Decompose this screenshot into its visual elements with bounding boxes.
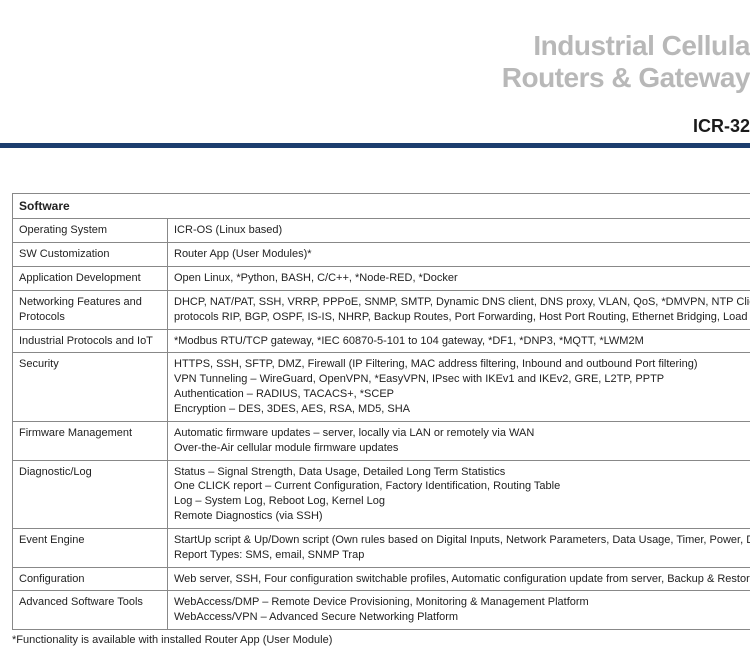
row-value: Open Linux, *Python, BASH, C/C++, *Node-…: [168, 267, 750, 291]
row-value: Status – Signal Strength, Data Usage, De…: [168, 460, 750, 528]
software-table: Software Operating SystemICR-OS (Linux b…: [12, 193, 750, 630]
row-value: Web server, SSH, Four configuration swit…: [168, 567, 750, 591]
row-value: ICR-OS (Linux based): [168, 219, 750, 243]
row-label: Event Engine: [13, 528, 168, 567]
model-code: ICR-32: [0, 94, 750, 143]
row-value: HTTPS, SSH, SFTP, DMZ, Firewall (IP Filt…: [168, 353, 750, 421]
table-row: Application DevelopmentOpen Linux, *Pyth…: [13, 267, 750, 291]
table-row: Industrial Protocols and IoT*Modbus RTU/…: [13, 329, 750, 353]
row-label: Configuration: [13, 567, 168, 591]
row-value: DHCP, NAT/PAT, SSH, VRRP, PPPoE, SNMP, S…: [168, 290, 750, 329]
row-label: SW Customization: [13, 243, 168, 267]
table-row: Advanced Software ToolsWebAccess/DMP – R…: [13, 591, 750, 630]
row-label: Security: [13, 353, 168, 421]
table-row: SecurityHTTPS, SSH, SFTP, DMZ, Firewall …: [13, 353, 750, 421]
row-value: Router App (User Modules)*: [168, 243, 750, 267]
row-label: Application Development: [13, 267, 168, 291]
row-value: WebAccess/DMP – Remote Device Provisioni…: [168, 591, 750, 630]
row-label: Advanced Software Tools: [13, 591, 168, 630]
section-header: Software: [13, 194, 750, 219]
software-table-wrap: Software Operating SystemICR-OS (Linux b…: [0, 193, 750, 630]
header-divider: [0, 143, 750, 148]
row-value: *Modbus RTU/TCP gateway, *IEC 60870-5-10…: [168, 329, 750, 353]
table-section-row: Software: [13, 194, 750, 219]
header-title-line2: Routers & Gateway: [0, 62, 750, 94]
row-label: Operating System: [13, 219, 168, 243]
row-value: StartUp script & Up/Down script (Own rul…: [168, 528, 750, 567]
table-row: Firmware ManagementAutomatic firmware up…: [13, 421, 750, 460]
page-header: Industrial Cellula Routers & Gateway: [0, 0, 750, 94]
table-row: Diagnostic/LogStatus – Signal Strength, …: [13, 460, 750, 528]
table-row: Event EngineStartUp script & Up/Down scr…: [13, 528, 750, 567]
header-title-line1: Industrial Cellula: [0, 30, 750, 62]
table-row: Networking Features andProtocolsDHCP, NA…: [13, 290, 750, 329]
table-row: Operating SystemICR-OS (Linux based): [13, 219, 750, 243]
table-row: ConfigurationWeb server, SSH, Four confi…: [13, 567, 750, 591]
row-label: Industrial Protocols and IoT: [13, 329, 168, 353]
row-label: Firmware Management: [13, 421, 168, 460]
footnote: *Functionality is available with install…: [0, 630, 750, 646]
table-row: SW CustomizationRouter App (User Modules…: [13, 243, 750, 267]
row-label: Networking Features andProtocols: [13, 290, 168, 329]
row-value: Automatic firmware updates – server, loc…: [168, 421, 750, 460]
row-label: Diagnostic/Log: [13, 460, 168, 528]
